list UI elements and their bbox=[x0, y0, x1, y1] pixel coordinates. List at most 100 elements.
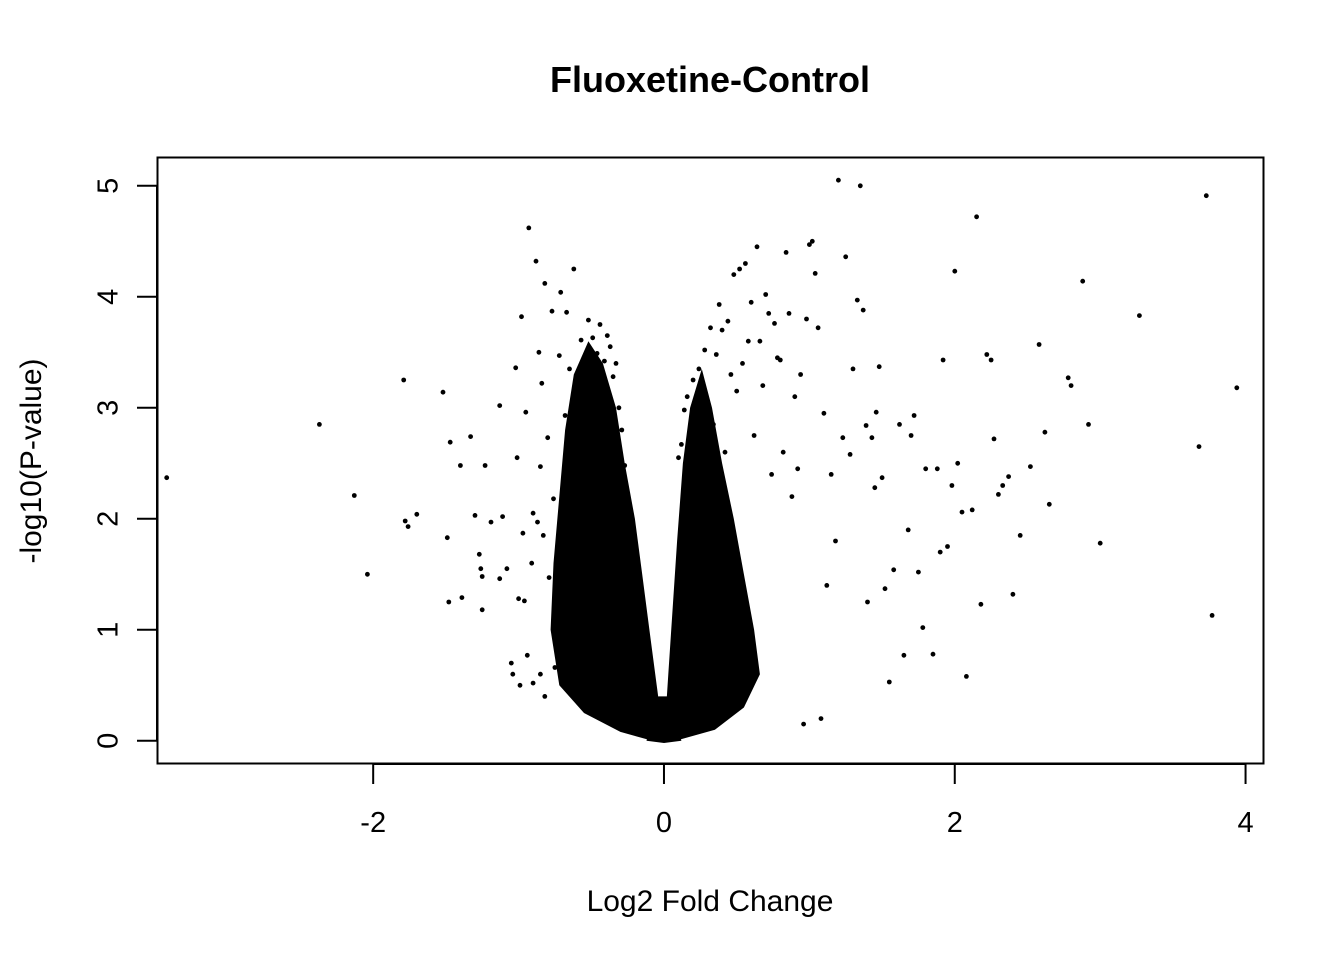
data-point bbox=[568, 540, 574, 546]
data-point bbox=[836, 177, 841, 183]
data-point bbox=[564, 309, 569, 315]
data-point bbox=[876, 364, 882, 370]
data-point bbox=[626, 510, 632, 516]
data-point bbox=[577, 587, 582, 593]
data-point bbox=[529, 560, 535, 566]
data-point bbox=[488, 519, 494, 525]
data-point bbox=[847, 452, 853, 457]
data-point bbox=[578, 337, 584, 343]
data-point bbox=[580, 432, 585, 437]
data-point bbox=[623, 560, 629, 566]
data-point bbox=[588, 490, 594, 496]
data-point bbox=[786, 311, 792, 316]
data-point bbox=[996, 492, 1001, 497]
data-point bbox=[828, 472, 834, 477]
data-point bbox=[955, 460, 961, 466]
data-point bbox=[587, 383, 593, 388]
data-point bbox=[798, 372, 803, 377]
data-point bbox=[937, 549, 943, 555]
data-point bbox=[840, 435, 846, 441]
data-point bbox=[542, 694, 548, 699]
data-point bbox=[613, 361, 619, 366]
data-point bbox=[594, 351, 600, 356]
data-point bbox=[916, 569, 921, 575]
data-point bbox=[620, 533, 626, 538]
data-point bbox=[618, 483, 623, 488]
data-point bbox=[538, 464, 543, 469]
data-point bbox=[405, 524, 411, 529]
data-point bbox=[766, 311, 772, 316]
data-point bbox=[1209, 613, 1215, 618]
data-point bbox=[574, 467, 580, 473]
y-tick-label: 0 bbox=[93, 733, 125, 749]
data-point bbox=[702, 347, 708, 353]
x-tick-label: -2 bbox=[360, 807, 386, 839]
data-point bbox=[482, 463, 488, 468]
y-axis: 0 1 2 3 4 5 bbox=[93, 178, 158, 749]
x-tick-label: 0 bbox=[656, 807, 672, 839]
data-point bbox=[479, 607, 485, 613]
data-point bbox=[539, 380, 545, 386]
x-axis-label: Log2 Fold Change bbox=[587, 885, 834, 918]
data-point bbox=[522, 598, 527, 604]
data-point bbox=[479, 574, 485, 579]
data-point bbox=[693, 469, 699, 475]
data-point bbox=[603, 476, 609, 482]
data-point bbox=[1196, 444, 1202, 449]
data-point bbox=[590, 335, 596, 341]
dense-cloud-base bbox=[646, 696, 682, 743]
data-point bbox=[472, 513, 478, 518]
data-point bbox=[513, 365, 519, 371]
data-point bbox=[504, 566, 510, 572]
data-point bbox=[886, 679, 892, 685]
data-point bbox=[763, 292, 769, 297]
data-point bbox=[615, 448, 620, 454]
data-point bbox=[517, 682, 523, 688]
data-point bbox=[1017, 533, 1023, 538]
data-point bbox=[606, 416, 612, 422]
data-point bbox=[681, 407, 687, 413]
data-point bbox=[556, 353, 562, 358]
dense-point-cloud bbox=[550, 341, 760, 743]
data-point bbox=[519, 314, 524, 320]
data-point bbox=[719, 327, 725, 333]
data-points bbox=[164, 177, 1240, 727]
data-point bbox=[824, 583, 830, 588]
data-point bbox=[725, 318, 731, 324]
data-point bbox=[1028, 464, 1033, 469]
data-point bbox=[597, 322, 603, 327]
data-point bbox=[863, 423, 869, 428]
data-point bbox=[1006, 474, 1011, 479]
data-point bbox=[869, 435, 875, 441]
data-point bbox=[748, 299, 754, 305]
data-point bbox=[570, 398, 575, 404]
data-point bbox=[984, 352, 990, 357]
data-point bbox=[920, 625, 926, 630]
data-point bbox=[843, 254, 849, 260]
data-point bbox=[952, 268, 958, 274]
data-point bbox=[882, 586, 888, 592]
dense-cloud-right bbox=[664, 368, 760, 741]
data-point bbox=[545, 435, 551, 441]
data-point bbox=[857, 183, 863, 189]
data-point bbox=[447, 439, 453, 445]
data-point bbox=[497, 403, 503, 408]
data-point bbox=[523, 409, 529, 415]
data-point bbox=[551, 496, 556, 502]
data-point bbox=[500, 514, 505, 519]
data-point bbox=[351, 493, 357, 498]
data-point bbox=[459, 595, 465, 600]
data-point bbox=[478, 566, 484, 572]
data-point bbox=[508, 660, 514, 666]
data-point bbox=[629, 560, 635, 566]
x-axis: -2 0 2 4 bbox=[360, 763, 1254, 839]
data-point bbox=[751, 433, 757, 438]
data-point bbox=[818, 716, 824, 721]
data-point bbox=[905, 527, 911, 533]
data-point bbox=[540, 533, 546, 538]
data-point bbox=[554, 613, 559, 618]
data-point bbox=[596, 453, 601, 458]
data-point bbox=[722, 449, 728, 455]
data-point bbox=[612, 438, 617, 444]
data-point bbox=[602, 358, 607, 364]
